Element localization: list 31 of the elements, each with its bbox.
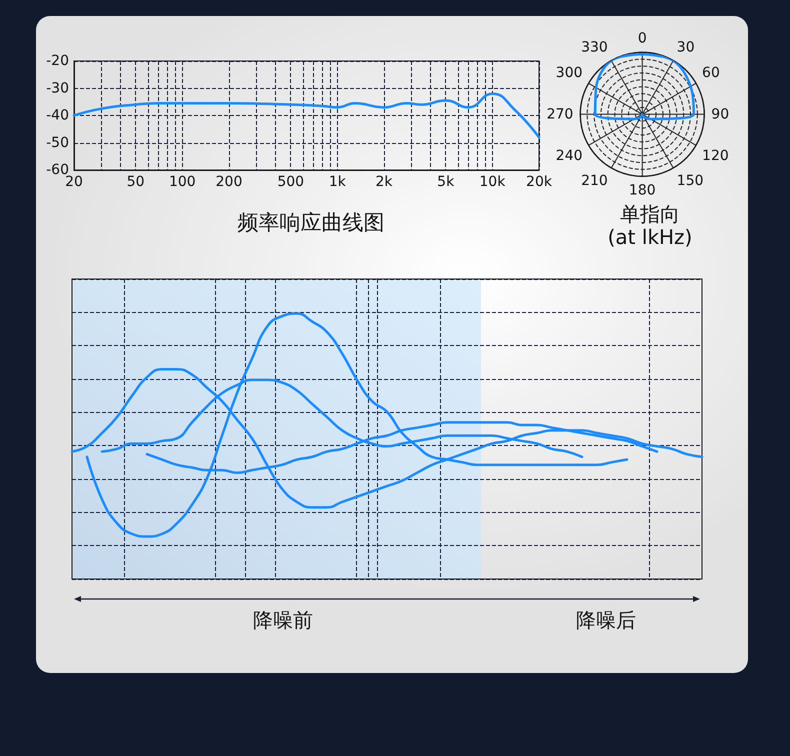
spoke-label: 30 bbox=[676, 40, 695, 56]
x-tick-label: 20 bbox=[65, 174, 83, 190]
y-tick-label: -50 bbox=[46, 134, 69, 151]
text: (at lkHz) bbox=[608, 225, 692, 249]
y-tick-label: -20 bbox=[46, 53, 69, 69]
x-tick-label: 1k bbox=[328, 174, 347, 190]
x-tick-label: 100 bbox=[168, 174, 196, 190]
spoke-label: 60 bbox=[702, 64, 720, 81]
spoke-label: 240 bbox=[556, 148, 583, 164]
spoke-label: 0 bbox=[638, 30, 647, 46]
spoke-label: 300 bbox=[556, 64, 583, 81]
x-tick-label: 5k bbox=[437, 174, 456, 190]
spoke-label: 120 bbox=[702, 148, 729, 164]
text: 降噪前 bbox=[253, 608, 314, 632]
text: 单指向 bbox=[620, 202, 680, 226]
text: 频率响应曲线图 bbox=[238, 210, 384, 234]
x-tick-label: 500 bbox=[277, 174, 304, 190]
x-tick-label: 10k bbox=[479, 174, 506, 190]
text: 降噪后 bbox=[576, 608, 636, 632]
spoke-label: 210 bbox=[581, 173, 608, 190]
x-tick-label: 50 bbox=[126, 174, 145, 190]
x-tick-label: 20k bbox=[526, 174, 553, 190]
spoke-label: 270 bbox=[546, 106, 574, 122]
spoke-label: 150 bbox=[676, 173, 704, 190]
spoke-label: 90 bbox=[711, 106, 730, 122]
spoke-label: 330 bbox=[581, 40, 608, 56]
y-tick-label: -40 bbox=[46, 108, 69, 124]
x-tick-label: 200 bbox=[216, 174, 242, 190]
y-tick-label: -30 bbox=[46, 80, 69, 96]
x-tick-label: 2k bbox=[375, 174, 394, 190]
spoke-label: 180 bbox=[628, 182, 656, 198]
